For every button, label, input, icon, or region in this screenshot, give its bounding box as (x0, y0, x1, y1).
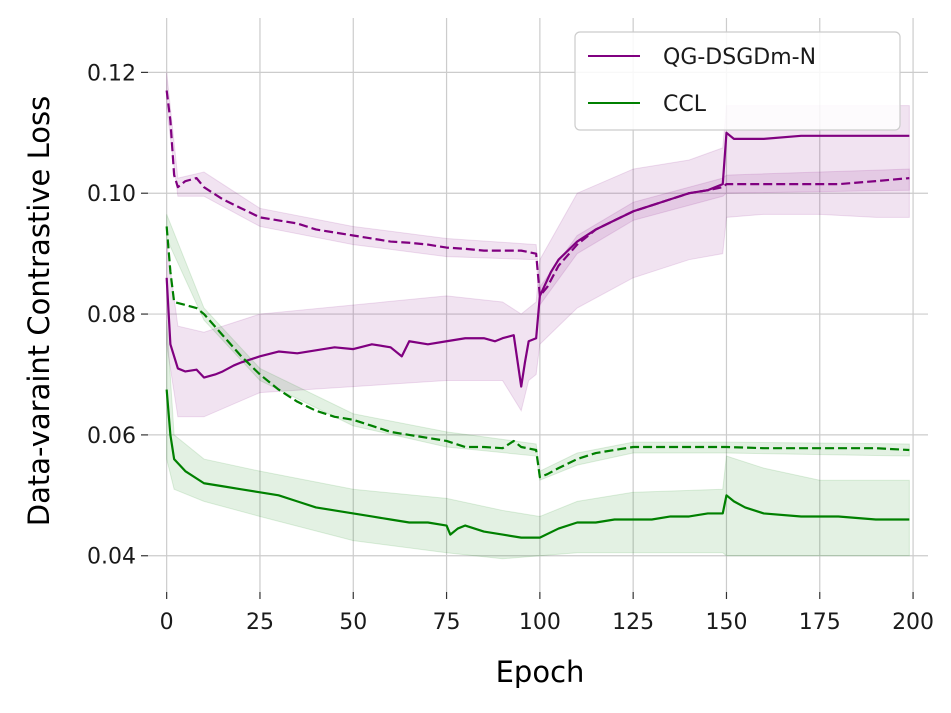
series-lines (165, 90, 910, 539)
y-tick-label: 0.04 (87, 545, 136, 570)
series-line-qg-dsgdm-n-solid (165, 131, 910, 388)
band-series-dashed (166, 72, 910, 307)
series-line-ccl-solid (165, 389, 910, 539)
band-series-dashed (166, 214, 910, 481)
x-tick-label: 125 (612, 610, 654, 635)
series-line-series-dashed (165, 226, 910, 479)
y-tick-label: 0.12 (87, 61, 136, 86)
x-tick-label: 75 (433, 610, 461, 635)
legend-label-ccl: CCL (663, 92, 707, 117)
x-tick-label: 150 (705, 610, 747, 635)
y-tick-label: 0.06 (87, 424, 136, 449)
x-axis-title: Epoch (496, 655, 585, 689)
x-tick-label: 25 (246, 610, 274, 635)
x-tick-label: 0 (160, 610, 174, 635)
legend-box (574, 31, 901, 131)
x-tick-label: 175 (799, 610, 841, 635)
y-axis-title: Data-varaint Contrastive Loss (22, 96, 56, 526)
y-tick-label: 0.08 (87, 303, 136, 328)
x-tick-label: 50 (339, 610, 367, 635)
band-ccl-solid (166, 320, 910, 560)
axis-ticks: 0 25 50 75 100 125 150 175 200 0.04 0.06 0.08 0.10 0.… (87, 61, 934, 635)
legend-label-qg-dsgdm-n: QG-DSGDm-N (663, 45, 816, 70)
x-tick-label: 100 (519, 610, 561, 635)
legend: QG-DSGDm-N CCL (574, 31, 901, 131)
x-tick-label: 200 (892, 610, 934, 635)
series-line-series-dashed (165, 90, 910, 298)
y-tick-label: 0.10 (87, 182, 136, 207)
